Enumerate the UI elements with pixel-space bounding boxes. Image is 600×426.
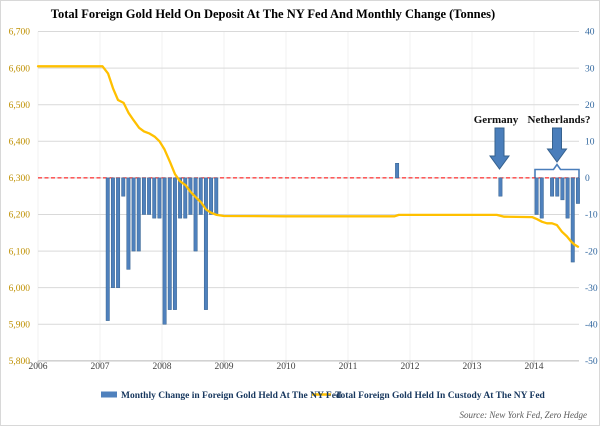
left-axis-label: 6,500 (9, 101, 31, 111)
monthly-change-bar (534, 177, 539, 215)
netherlands-bracket (534, 163, 580, 178)
legend-item-custody-label: Total Foreign Gold Held In Custody At Th… (335, 391, 546, 401)
monthly-change-bar (162, 177, 167, 325)
monthly-change-bar (395, 163, 400, 179)
x-axis-label: 2009 (215, 362, 234, 372)
right-axis-label: -50 (585, 357, 598, 367)
monthly-change-bar (198, 177, 203, 215)
monthly-change-bar (560, 177, 565, 201)
monthly-change-bar (136, 177, 141, 252)
monthly-change-bar (167, 177, 172, 310)
left-axis-label: 6,400 (9, 138, 31, 148)
netherlands-arrow (546, 127, 568, 163)
left-axis-label: 6,300 (9, 174, 31, 184)
monthly-change-bar (147, 177, 152, 215)
monthly-change-bar (183, 177, 188, 219)
legend-bar-swatch (101, 391, 117, 398)
left-axis-label: 6,600 (9, 64, 31, 74)
right-axis-label: 40 (585, 28, 595, 38)
monthly-change-bar (555, 177, 560, 197)
monthly-change-bar (105, 177, 110, 321)
monthly-change-bar (214, 177, 219, 215)
annotation-arrows (489, 127, 580, 178)
axis-labels: 2006 2007 2008 2009 2010 2011 2012 2013 20146,70… (9, 28, 598, 372)
right-axis-label: -20 (585, 247, 598, 257)
custody-line-path (36, 65, 580, 248)
monthly-change-bar (172, 177, 177, 310)
monthly-change-bar (152, 177, 157, 219)
germany-arrow (489, 127, 510, 170)
right-axis-label: 10 (585, 138, 595, 148)
left-axis-label: 6,700 (9, 28, 31, 38)
x-axis-label: 2012 (401, 362, 420, 372)
right-axis-label: -30 (585, 284, 598, 294)
monthly-change-bar (565, 177, 570, 219)
monthly-change-bar (209, 177, 214, 215)
monthly-change-bar (193, 177, 198, 252)
monthly-change-bar (131, 177, 136, 252)
annotation-germany-label: Germany (474, 114, 519, 126)
left-axis-label: 6,000 (9, 284, 31, 294)
right-axis-label: 0 (585, 174, 590, 184)
right-axis-label: 20 (585, 101, 595, 111)
x-axis-label: 2014 (525, 362, 544, 372)
left-axis-label: 5,800 (9, 357, 31, 367)
left-axis-label: 6,100 (9, 247, 31, 257)
legend-item-monthly-change-label: Monthly Change in Foreign Gold Held At T… (121, 391, 342, 401)
monthly-change-bars (105, 163, 580, 325)
right-axis-label: 30 (585, 64, 595, 74)
right-axis-label: -10 (585, 211, 598, 221)
chart-title: Total Foreign Gold Held On Deposit At Th… (51, 7, 495, 21)
monthly-change-bar (539, 177, 544, 219)
x-axis-label: 2007 (91, 362, 110, 372)
x-axis-label: 2013 (463, 362, 482, 372)
left-axis-label: 5,900 (9, 320, 31, 330)
monthly-change-bar (126, 177, 131, 270)
monthly-change-bar (116, 177, 121, 288)
x-axis-label: 2006 (29, 362, 48, 372)
x-axis-label: 2010 (277, 362, 296, 372)
monthly-change-bar (157, 177, 162, 219)
annotation-netherlands-label: Netherlands? (528, 114, 591, 126)
right-axis-label: -40 (585, 320, 598, 330)
monthly-change-bar (188, 177, 193, 215)
monthly-change-bar (110, 177, 115, 288)
monthly-change-bar (121, 177, 126, 197)
monthly-change-bar (550, 177, 555, 197)
monthly-change-bar (141, 177, 146, 215)
monthly-change-bar (570, 177, 575, 263)
monthly-change-bar (498, 177, 503, 197)
x-axis-label: 2008 (153, 362, 172, 372)
left-axis-label: 6,200 (9, 211, 31, 221)
monthly-change-bar (575, 177, 580, 204)
custody-line (36, 65, 580, 248)
x-axis-label: 2011 (339, 362, 358, 372)
monthly-change-bar (203, 177, 208, 310)
monthly-change-bar (178, 177, 183, 219)
legend-swatches (101, 391, 331, 398)
source-credit: Source: New York Fed, Zero Hedge (460, 410, 587, 420)
